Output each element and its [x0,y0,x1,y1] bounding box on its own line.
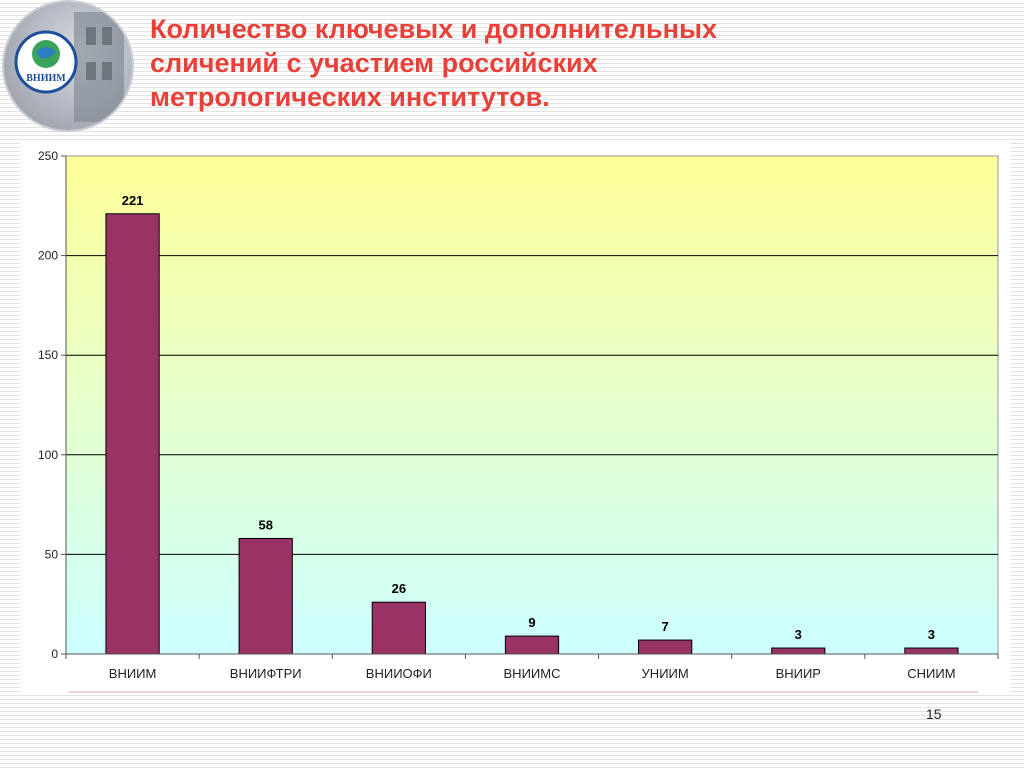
x-tick-label: ВНИИР [776,666,821,681]
x-tick-label: ВНИИМ [109,666,157,681]
x-tick-label: ВНИИМС [504,666,561,681]
chart-panel: 221 58 26 9 7 3 3 0 50 100 150 200 250 ВНИИМ ВНИИФТРИ… [20,140,1010,695]
y-tick-label: 100 [38,448,58,462]
data-label: 58 [258,517,272,532]
data-label: 3 [928,627,935,642]
logo-emblem-icon: ВНИИМ [14,12,124,122]
plot-area [65,155,999,655]
title-line-1: Количество ключевых и дополнительных [150,14,718,44]
x-tick-label: СНИИМ [907,666,955,681]
data-label: 7 [662,619,669,634]
data-label: 3 [795,627,802,642]
bar [638,639,693,655]
bar [771,647,826,655]
bar [238,537,293,655]
bar [371,601,426,655]
y-tick-label: 150 [38,348,58,362]
x-tick-label: ВНИИФТРИ [230,666,302,681]
data-label: 9 [528,615,535,630]
bar [904,647,959,655]
y-tick-label: 50 [45,547,59,561]
y-tick-label: 250 [38,149,58,163]
institute-logo: ВНИИМ [4,2,132,130]
bar-chart: 221 58 26 9 7 3 3 0 50 100 150 200 250 ВНИИМ ВНИИФТРИ… [38,149,999,693]
bar [504,635,560,655]
slide-title: Количество ключевых и дополнительных сли… [150,12,950,114]
bar [105,213,160,655]
data-label: 26 [392,581,406,596]
x-tick-label: УНИИМ [642,666,689,681]
data-label: 221 [122,193,144,208]
x-tick-label: ВНИИОФИ [366,666,432,681]
logo-text: ВНИИМ [26,73,66,84]
page-number: 15 [926,706,942,722]
title-line-2: сличений с участием российских [150,48,598,78]
y-tick-label: 0 [51,647,58,661]
title-line-3: метрологических институтов. [150,82,550,112]
y-tick-label: 200 [38,249,58,263]
